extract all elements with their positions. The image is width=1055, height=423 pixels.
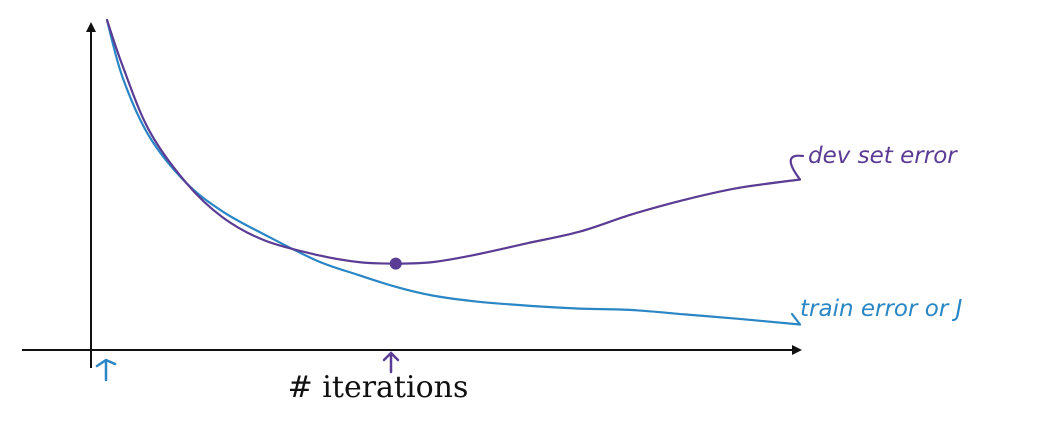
dev-error-minimum-marker (389, 257, 402, 270)
dev-set-error-curve (105, 18, 802, 265)
dev-label-leader (789, 154, 805, 181)
train-error-label: train error or J (800, 296, 963, 322)
dev-set-error-label: dev set error (808, 143, 958, 169)
origin-tick-arrow (95, 358, 117, 382)
train-error-curve (105, 18, 802, 326)
train-label-leader (790, 312, 802, 326)
x-axis-label: # iterations (288, 370, 469, 405)
early-stop-tick-arrow (382, 351, 400, 374)
